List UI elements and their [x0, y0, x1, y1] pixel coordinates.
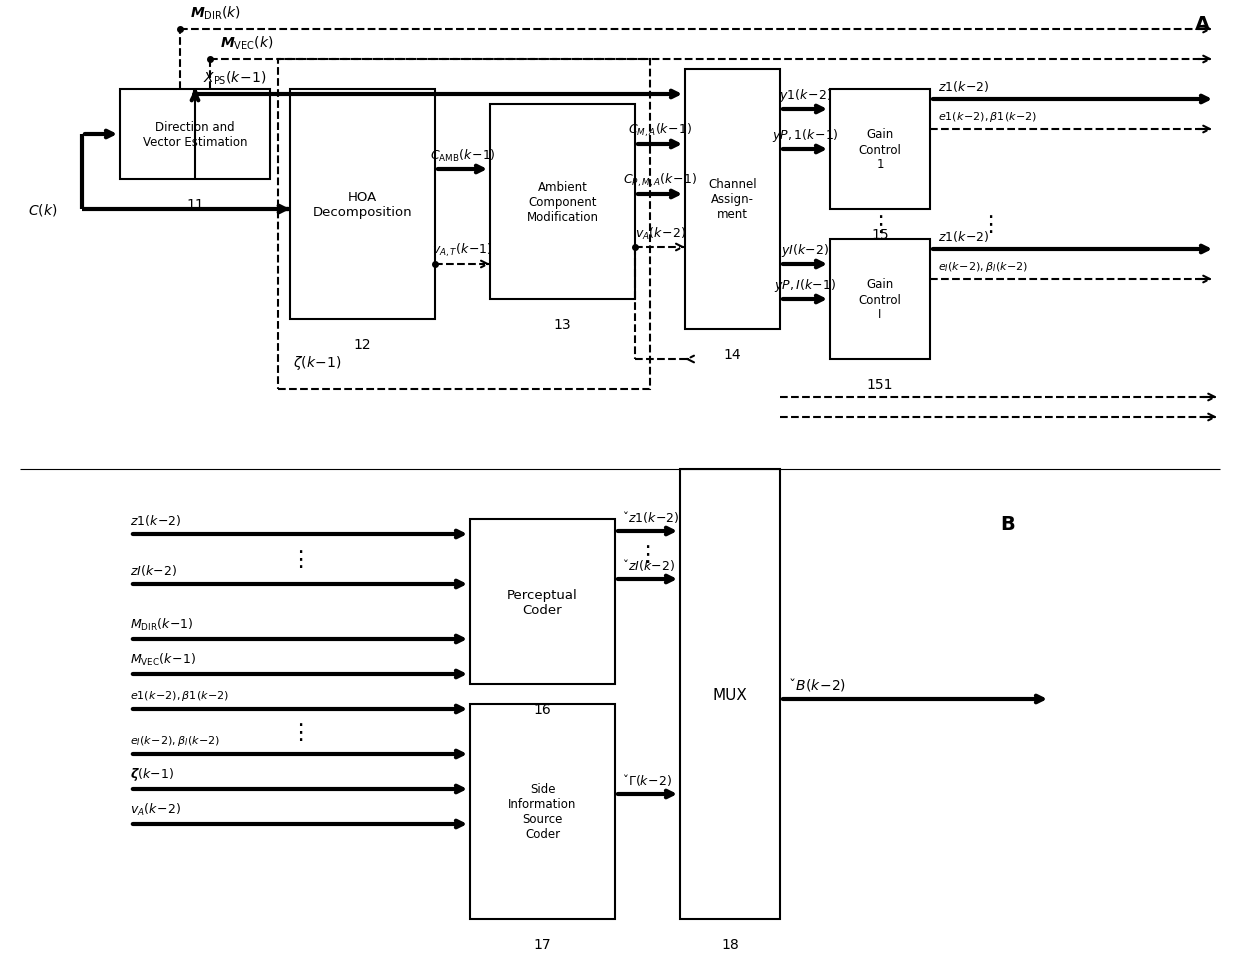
Text: 11: 11	[186, 198, 203, 212]
Text: A: A	[1195, 15, 1210, 34]
Bar	[120, 90, 270, 180]
Bar	[490, 105, 635, 299]
Text: Channel
Assign-
ment: Channel Assign- ment	[708, 178, 756, 221]
Text: $X_{\mathrm{PS}}(k\!-\!1)$: $X_{\mathrm{PS}}(k\!-\!1)$	[203, 70, 267, 87]
Text: ⋮: ⋮	[289, 549, 311, 570]
Bar	[830, 90, 930, 209]
Bar	[470, 704, 615, 919]
Text: ⋮: ⋮	[978, 215, 1001, 234]
Text: $e_I(k\!-\!2), \beta_I(k\!-\!2)$: $e_I(k\!-\!2), \beta_I(k\!-\!2)$	[937, 260, 1028, 273]
Text: $e1(k\!-\!2), \beta1(k\!-\!2)$: $e1(k\!-\!2), \beta1(k\!-\!2)$	[937, 109, 1038, 124]
Bar	[290, 90, 435, 320]
Text: Perceptual
Coder: Perceptual Coder	[507, 588, 578, 616]
Text: $yI(k\!-\!2)$: $yI(k\!-\!2)$	[781, 241, 830, 259]
Text: $\boldsymbol{M}_{\mathrm{VEC}}(k)$: $\boldsymbol{M}_{\mathrm{VEC}}(k)$	[219, 35, 274, 52]
Text: HOA
Decomposition: HOA Decomposition	[312, 191, 413, 219]
Text: $z1(k\!-\!2)$: $z1(k\!-\!2)$	[937, 78, 990, 94]
Text: $\boldsymbol{\zeta}(k\!-\!1)$: $\boldsymbol{\zeta}(k\!-\!1)$	[130, 766, 175, 782]
Text: $zI(k\!-\!2)$: $zI(k\!-\!2)$	[130, 562, 177, 578]
Text: Gain
Control
1: Gain Control 1	[858, 128, 901, 172]
Text: $C_{\mathrm{AMB}}(k\!-\!1)$: $C_{\mathrm{AMB}}(k\!-\!1)$	[429, 147, 496, 164]
Text: $v_A(k\!-\!2)$: $v_A(k\!-\!2)$	[635, 226, 686, 241]
Text: ⋮: ⋮	[869, 215, 892, 234]
Text: 151: 151	[867, 378, 893, 391]
Text: 12: 12	[353, 337, 371, 352]
Text: $e_I(k\!-\!2), \beta_I(k\!-\!2)$: $e_I(k\!-\!2), \beta_I(k\!-\!2)$	[130, 734, 221, 747]
Text: $v_{A,T}(k\!-\!1)$: $v_{A,T}(k\!-\!1)$	[432, 241, 492, 259]
Text: Direction and
Vector Estimation: Direction and Vector Estimation	[143, 121, 247, 149]
Text: $\zeta(k\!-\!1)$: $\zeta(k\!-\!1)$	[293, 354, 341, 372]
Text: $yP,1(k\!-\!1)$: $yP,1(k\!-\!1)$	[771, 127, 838, 143]
Bar	[278, 60, 650, 390]
Text: $e1(k\!-\!2), \beta1(k\!-\!2)$: $e1(k\!-\!2), \beta1(k\!-\!2)$	[130, 688, 229, 703]
Text: B: B	[999, 515, 1014, 534]
Text: $M_{\mathrm{VEC}}(k\!-\!1)$: $M_{\mathrm{VEC}}(k\!-\!1)$	[130, 651, 196, 668]
Text: $y1(k\!-\!2)$: $y1(k\!-\!2)$	[779, 87, 831, 104]
Bar	[680, 470, 780, 919]
Text: $z1(k\!-\!2)$: $z1(k\!-\!2)$	[130, 513, 182, 527]
Text: $M_{\mathrm{DIR}}(k\!-\!1)$: $M_{\mathrm{DIR}}(k\!-\!1)$	[130, 616, 193, 633]
Text: 17: 17	[533, 937, 552, 951]
Text: ⋮: ⋮	[289, 722, 311, 742]
Text: 13: 13	[554, 318, 572, 331]
Text: $C_{P,M,A}(k\!-\!1)$: $C_{P,M,A}(k\!-\!1)$	[622, 172, 697, 189]
Text: 14: 14	[724, 348, 742, 361]
Text: $C_{M,A}(k\!-\!1)$: $C_{M,A}(k\!-\!1)$	[627, 121, 692, 139]
Text: 18: 18	[722, 937, 739, 951]
Text: $\boldsymbol{M}_{\mathrm{DIR}}(k)$: $\boldsymbol{M}_{\mathrm{DIR}}(k)$	[190, 5, 241, 22]
Text: ⋮: ⋮	[636, 545, 658, 564]
Text: 15: 15	[872, 228, 889, 241]
Text: $\check{\Gamma}(k\!-\!2)$: $\check{\Gamma}(k\!-\!2)$	[622, 771, 672, 787]
Text: $\check{B}(k\!-\!2)$: $\check{B}(k\!-\!2)$	[790, 675, 846, 692]
Text: Ambient
Component
Modification: Ambient Component Modification	[527, 181, 599, 224]
Bar	[830, 239, 930, 359]
Text: Gain
Control
I: Gain Control I	[858, 278, 901, 321]
Text: $v_A(k\!-\!2)$: $v_A(k\!-\!2)$	[130, 801, 181, 817]
Text: $\check{z}I(k\!-\!2)$: $\check{z}I(k\!-\!2)$	[622, 556, 676, 573]
Text: $\check{z}1(k\!-\!2)$: $\check{z}1(k\!-\!2)$	[622, 509, 680, 524]
Text: $yP,I(k\!-\!1)$: $yP,I(k\!-\!1)$	[774, 277, 836, 294]
Bar	[684, 70, 780, 329]
Text: Side
Information
Source
Coder: Side Information Source Coder	[508, 783, 577, 841]
Text: $z1(k\!-\!2)$: $z1(k\!-\!2)$	[937, 229, 990, 244]
Bar	[470, 519, 615, 684]
Text: MUX: MUX	[713, 687, 748, 702]
Text: $C(k)$: $C(k)$	[29, 202, 57, 218]
Text: 16: 16	[533, 703, 552, 716]
